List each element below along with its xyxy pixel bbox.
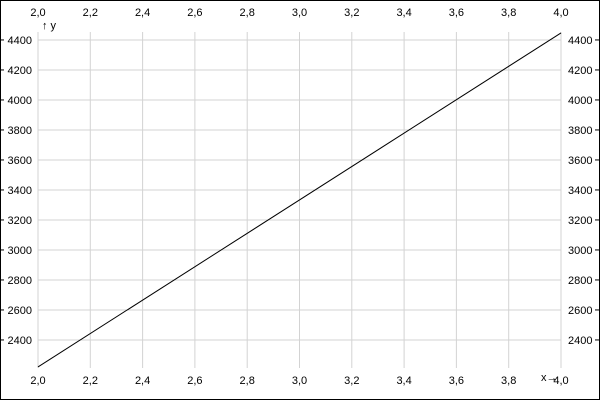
y-tick-label-left: 4200	[8, 65, 32, 77]
y-tick-label-left: 3600	[8, 155, 32, 167]
x-tick-label-bottom: 2,0	[30, 375, 45, 387]
x-tick-label-bottom: 3,2	[344, 375, 359, 387]
y-tick-label-right: 3000	[568, 245, 592, 257]
x-tick-label-top: 3,8	[501, 7, 516, 19]
y-tick-label-right: 2600	[568, 305, 592, 317]
x-axis-label: x→	[541, 372, 558, 384]
y-tick-label-right: 3200	[568, 215, 592, 227]
y-tick-label-right: 4000	[568, 95, 592, 107]
x-tick-label-top: 2,0	[30, 7, 45, 19]
y-axis-label: ↑ y	[42, 20, 57, 32]
x-tick-label-top: 2,2	[83, 7, 98, 19]
y-tick-label-left: 3400	[8, 185, 32, 197]
y-tick-label-left: 2800	[8, 275, 32, 287]
y-tick-label-right: 4200	[568, 65, 592, 77]
x-tick-label-bottom: 4,0	[553, 375, 568, 387]
y-tick-label-left: 3200	[8, 215, 32, 227]
x-tick-label-top: 3,2	[344, 7, 359, 19]
x-tick-label-top: 4,0	[553, 7, 568, 19]
y-tick-label-left: 4400	[8, 35, 32, 47]
y-tick-label-left: 3800	[8, 125, 32, 137]
x-tick-label-top: 2,8	[240, 7, 255, 19]
x-tick-label-top: 2,4	[135, 7, 150, 19]
x-tick-label-bottom: 3,8	[501, 375, 516, 387]
y-tick-label-right: 2800	[568, 275, 592, 287]
y-tick-label-right: 3800	[568, 125, 592, 137]
x-tick-label-top: 3,0	[292, 7, 307, 19]
x-tick-label-bottom: 2,2	[83, 375, 98, 387]
y-tick-label-right: 2400	[568, 335, 592, 347]
y-tick-label-left: 2400	[8, 335, 32, 347]
x-tick-label-bottom: 3,6	[449, 375, 464, 387]
x-tick-label-top: 3,6	[449, 7, 464, 19]
series-line	[37, 32, 562, 368]
x-tick-label-bottom: 2,6	[187, 375, 202, 387]
y-tick-label-right: 3600	[568, 155, 592, 167]
y-tick-label-right: 4400	[568, 35, 592, 47]
x-tick-label-top: 2,6	[187, 7, 202, 19]
x-tick-label-bottom: 2,4	[135, 375, 150, 387]
y-tick-label-left: 2600	[8, 305, 32, 317]
y-tick-label-left: 4000	[8, 95, 32, 107]
x-tick-label-bottom: 3,0	[292, 375, 307, 387]
x-tick-label-bottom: 2,8	[240, 375, 255, 387]
x-tick-label-bottom: 3,4	[396, 375, 411, 387]
x-tick-label-top: 3,4	[396, 7, 411, 19]
y-tick-label-right: 3400	[568, 185, 592, 197]
y-tick-label-left: 3000	[8, 245, 32, 257]
